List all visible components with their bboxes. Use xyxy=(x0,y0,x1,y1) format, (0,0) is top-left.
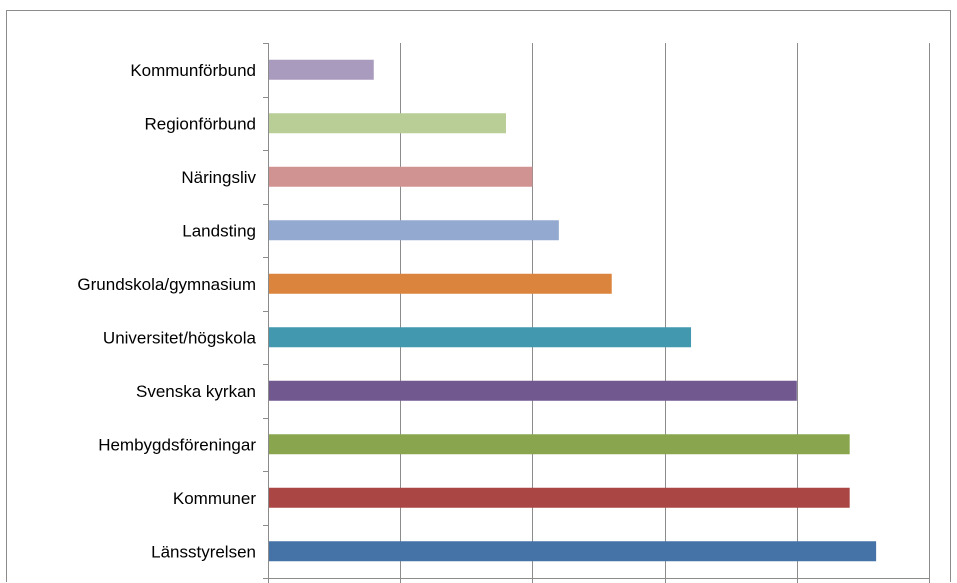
bar-kommuner xyxy=(269,487,850,508)
bar-hembygdsf-reningar xyxy=(269,434,850,455)
category-label: Regionförbund xyxy=(144,114,256,133)
bar-universitet-h-gskola xyxy=(269,327,692,348)
bar-l-nsstyrelsen xyxy=(269,541,877,562)
category-label: Svenska kyrkan xyxy=(136,382,256,401)
category-label: Kommuner xyxy=(173,489,256,508)
bar-chart: 0510152025LänsstyrelsenKommunerHembygdsf… xyxy=(77,43,930,583)
category-label: Universitet/högskola xyxy=(103,328,257,347)
bar-svenska-kyrkan xyxy=(269,380,797,401)
category-label: Näringsliv xyxy=(181,168,256,187)
bar-regionf-rbund xyxy=(269,113,506,134)
bar-landsting xyxy=(269,220,559,241)
category-label: Grundskola/gymnasium xyxy=(77,275,256,294)
bar-grundskola-gymnasium xyxy=(269,273,612,294)
category-label: Hembygdsföreningar xyxy=(98,435,256,454)
chart-frame: 0510152025LänsstyrelsenKommunerHembygdsf… xyxy=(6,10,951,583)
category-label: Landsting xyxy=(182,221,256,240)
bar-kommunf-rbund xyxy=(269,59,374,80)
category-label: Länsstyrelsen xyxy=(151,542,256,561)
category-label: Kommunförbund xyxy=(130,61,256,80)
bar-n-ringsliv xyxy=(269,166,533,187)
